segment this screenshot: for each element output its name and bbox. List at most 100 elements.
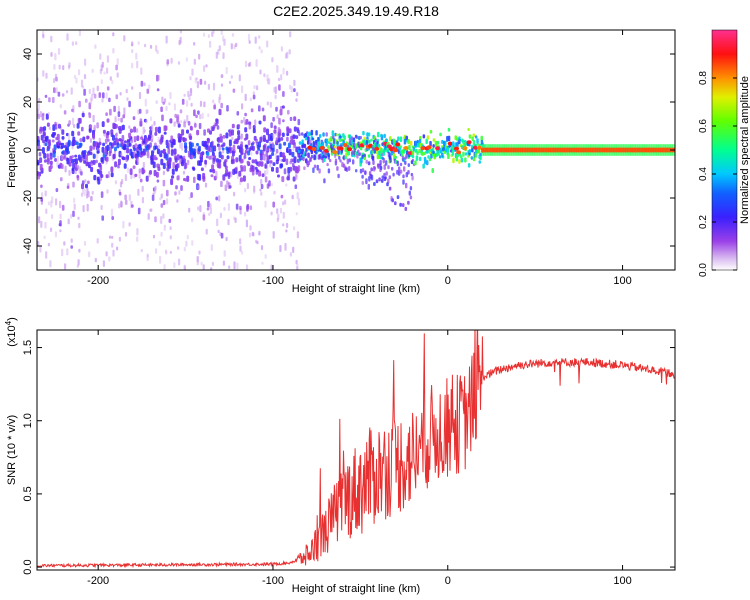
heatmap-cell [197,110,200,115]
heatmap-cell [155,45,158,52]
heatmap-cell [78,222,81,229]
heatmap-cell [184,149,188,153]
heatmap-cell [142,161,145,169]
heatmap-cell [73,203,76,210]
heatmap-cell [140,248,143,253]
top-y-ticks: -40 -20 0 20 40 [22,48,675,254]
heatmap-cell [329,142,333,149]
heatmap-cell [222,260,225,266]
heatmap-cell [56,155,59,163]
heatmap-cell [83,74,87,80]
heatmap-cell [359,135,362,140]
bottom-x-tick-label: 100 [613,575,631,587]
heatmap-cell [50,35,53,43]
heatmap-cell [177,123,181,128]
heatmap-cell [45,251,48,259]
heatmap-cell [145,119,148,124]
heatmap-cell [173,148,177,155]
heatmap-cell [202,214,206,221]
heatmap-cell [57,91,61,97]
heatmap-cell [106,55,109,63]
heatmap-cell [61,129,65,135]
heatmap-cell [63,110,67,115]
heatmap-cell [160,158,164,166]
heatmap-cell [294,184,298,189]
heatmap-cell [472,156,476,162]
heatmap-cell [466,140,472,145]
heatmap-cell [212,30,215,34]
heatmap-cell [280,46,283,52]
heatmap-cell [75,141,79,146]
heatmap-cell [169,118,173,124]
heatmap-cell [279,207,282,214]
heatmap-cell [116,72,119,78]
heatmap-cell [100,79,103,85]
heatmap-cell [290,86,293,93]
heatmap-cell [205,155,209,159]
heatmap-cell [464,152,468,156]
heatmap-cell [270,135,274,142]
heatmap-cell [371,146,375,151]
heatmap-cell [352,142,356,147]
top-y-tick-label: -20 [22,190,34,206]
heatmap-cell [186,114,189,123]
heatmap-cell [72,162,76,170]
heatmap-cell [192,167,196,171]
heatmap-cell [447,141,453,146]
heatmap-cell [269,163,272,168]
top-y-tick-label: 0 [22,147,34,153]
heatmap-cell [217,229,220,234]
heatmap-cell [136,135,140,141]
heatmap-cell [220,180,223,188]
heatmap-cell [71,41,74,46]
heatmap-cell [261,261,264,265]
heatmap-cell [258,35,261,39]
heatmap-cell [319,153,322,159]
heatmap-cell [170,135,173,141]
heatmap-cell [282,201,285,206]
heatmap-cell [197,145,201,152]
heatmap-cell [478,160,481,164]
heatmap-cell [323,157,326,162]
heatmap-cell [47,201,50,206]
heatmap-cell [72,105,75,113]
heatmap-cell [94,257,97,263]
heatmap-cell [114,180,117,185]
heatmap-cell [266,167,269,175]
heatmap-cell [462,146,468,151]
heatmap-cell [211,261,214,266]
heatmap-cell [98,137,101,143]
heatmap-cell [53,64,56,70]
heatmap-cell [303,166,306,171]
heatmap-cell [373,182,376,186]
heatmap-cell [96,152,99,159]
heatmap-cell [106,67,109,74]
heatmap-cell [336,133,339,137]
heatmap-cell [280,194,284,199]
heatmap-cell [395,142,401,147]
heatmap-cell [70,238,73,243]
heatmap-cell [155,248,158,254]
heatmap-cell [418,138,422,144]
bottom-x-tick-label: 0 [445,575,451,587]
heatmap-cell [156,148,160,155]
heatmap-cell [426,160,429,166]
heatmap-cell [292,176,296,182]
heatmap-cell [187,159,190,166]
heatmap-cell [140,80,144,87]
heatmap-cell [157,136,160,143]
heatmap-cell [447,127,451,132]
heatmap-cell [154,142,157,146]
heatmap-cell [402,174,405,179]
heatmap-cell [139,147,143,152]
heatmap-cell [122,220,125,229]
heatmap-cell [78,69,81,76]
heatmap-cell [230,43,233,50]
heatmap-cell [474,152,478,158]
heatmap-cell [383,133,386,139]
heatmap-cell [138,171,141,179]
heatmap-cell [126,147,130,154]
bottom-y-tick-label: 0.0 [22,559,34,574]
heatmap-cell [86,135,90,140]
heatmap-cell [46,158,50,165]
